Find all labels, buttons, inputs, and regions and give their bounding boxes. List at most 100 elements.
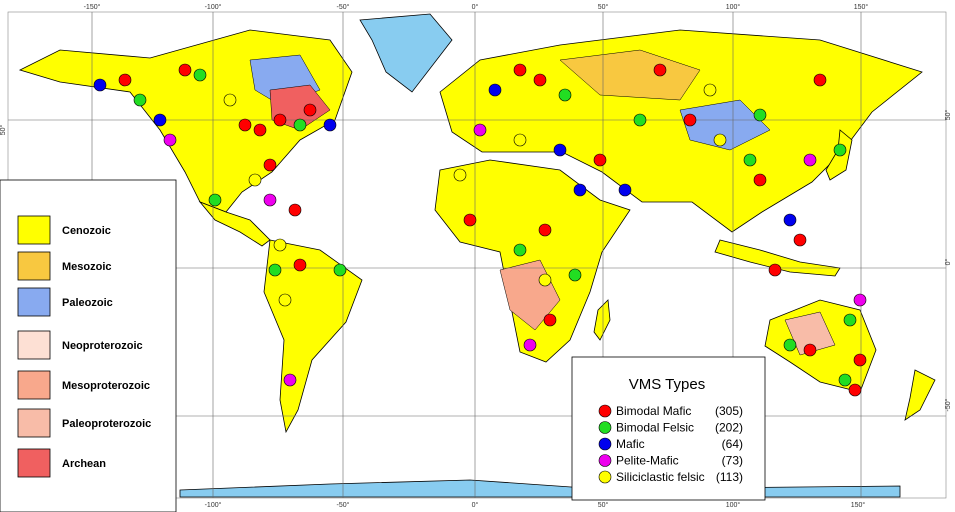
legend-label: Mesozoic	[62, 261, 112, 273]
madagascar	[593, 299, 611, 341]
deposit	[223, 93, 237, 107]
legend-label: Mesoproterozoic	[62, 380, 150, 392]
deposit	[838, 373, 852, 387]
patch-mesozoic	[559, 49, 701, 101]
deposit	[263, 158, 277, 172]
vms-count: (64)	[722, 437, 743, 451]
deposit	[248, 173, 262, 187]
deposit	[813, 73, 827, 87]
legend-swatch	[17, 287, 51, 317]
latitude-label: 50°	[0, 125, 7, 136]
deposit	[803, 153, 817, 167]
longitude-label: 50°	[598, 3, 609, 11]
deposit	[268, 263, 282, 277]
longitude-label: 50°	[598, 501, 609, 509]
deposit	[743, 153, 757, 167]
new-zealand	[904, 369, 936, 421]
vms-count: (202)	[715, 421, 743, 435]
deposit	[488, 83, 502, 97]
longitude-label: -100°	[205, 3, 222, 11]
longitude-label: -50°	[337, 3, 350, 11]
deposit	[538, 273, 552, 287]
deposit	[473, 123, 487, 137]
deposit	[703, 83, 717, 97]
deposit	[193, 68, 207, 82]
vms-swatch	[598, 404, 612, 418]
deposit	[558, 88, 572, 102]
longitude-label: 150°	[851, 501, 866, 509]
legend-swatch	[17, 330, 51, 360]
deposit	[753, 173, 767, 187]
legend-label: Archean	[62, 458, 106, 470]
deposit	[533, 73, 547, 87]
deposit	[783, 213, 797, 227]
legend-swatch	[17, 251, 51, 281]
deposit	[783, 338, 797, 352]
deposit	[833, 143, 847, 157]
deposit	[118, 73, 132, 87]
deposit	[333, 263, 347, 277]
vms-legend-title: VMS Types	[629, 376, 705, 393]
deposit	[573, 183, 587, 197]
longitude-label: -150°	[84, 3, 101, 11]
legend-swatch	[17, 215, 51, 245]
deposit	[263, 193, 277, 207]
vms-name: Siliciclastic felsic	[616, 470, 705, 484]
longitude-label: 0°	[472, 3, 479, 11]
geology-legend: Cenozoic Mesozoic Paleozoic Neoproterozoic M…	[17, 215, 151, 478]
longitude-label: -50°	[337, 501, 350, 509]
latitude-label: 0°	[944, 258, 952, 265]
longitude-label: 100°	[726, 501, 741, 509]
deposit	[843, 313, 857, 327]
deposit	[553, 143, 567, 157]
legend-label: Paleozoic	[62, 297, 113, 309]
legend-label: Cenozoic	[62, 225, 111, 237]
deposit	[283, 373, 297, 387]
deposit-dots	[93, 63, 867, 397]
deposit	[463, 213, 477, 227]
greenland	[359, 13, 453, 93]
vms-swatch	[598, 470, 612, 484]
vms-name: Mafic	[616, 437, 645, 451]
deposit	[538, 223, 552, 237]
vms-count: (73)	[722, 454, 743, 468]
deposit	[453, 168, 467, 182]
deposit	[153, 113, 167, 127]
vms-swatch	[598, 437, 612, 451]
deposit	[323, 118, 337, 132]
deposit	[523, 338, 537, 352]
legend-swatch	[17, 408, 51, 438]
vms-count: (305)	[715, 404, 743, 418]
deposit	[278, 293, 292, 307]
deposit	[273, 238, 287, 252]
vms-swatch	[598, 421, 612, 434]
deposit	[793, 233, 807, 247]
latitude-label: 50°	[944, 110, 952, 121]
deposit	[543, 313, 557, 327]
legend-label: Paleoproterozoic	[62, 418, 151, 430]
longitude-label: -100°	[205, 501, 222, 509]
deposit	[208, 193, 222, 207]
deposit	[513, 63, 527, 77]
deposit	[853, 353, 867, 367]
deposit	[568, 268, 582, 282]
legend-swatch	[17, 448, 51, 478]
longitude-label: 100°	[726, 3, 741, 11]
eurasia	[439, 29, 923, 233]
longitude-label: 0°	[472, 501, 479, 509]
deposit	[273, 113, 287, 127]
vms-legend: Bimodal Mafic (305) Bimodal Felsic (202) Maf…	[598, 404, 743, 484]
deposit	[238, 118, 252, 132]
deposit	[633, 113, 647, 127]
longitude-label: 150°	[854, 3, 869, 11]
vms-swatch	[598, 454, 612, 467]
deposit	[803, 343, 817, 357]
deposit	[303, 103, 317, 117]
deposit	[293, 118, 307, 132]
latitude-label: -50°	[944, 398, 952, 411]
patch-paleozoic-asia	[679, 99, 771, 151]
vms-name: Bimodal Felsic	[616, 421, 694, 435]
deposit	[253, 123, 267, 137]
deposit	[593, 153, 607, 167]
